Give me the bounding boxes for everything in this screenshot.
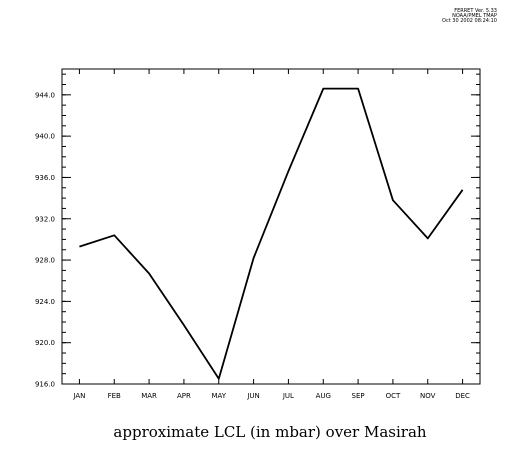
header-line-2: NOAA/PMEL TMAP bbox=[452, 13, 497, 19]
y-tick-label: 928.0 bbox=[35, 257, 55, 265]
y-tick-label: 916.0 bbox=[35, 381, 55, 389]
x-tick-label-feb: FEB bbox=[108, 392, 121, 400]
x-tick-label-mar: MAR bbox=[141, 392, 157, 400]
plot-area: JAN FEB MAR APR MAY JUN JUL AUG SEP OCT NOV DEC 916.… bbox=[35, 68, 481, 400]
data-line bbox=[79, 87, 464, 380]
x-tick-label-nov: NOV bbox=[420, 392, 436, 400]
x-tick-label-dec: DEC bbox=[455, 392, 470, 400]
y-tick-label: 944.0 bbox=[35, 91, 55, 99]
x-tick-label-aug: AUG bbox=[316, 392, 331, 400]
y-tick-label: 936.0 bbox=[35, 174, 55, 182]
header-info: FERRET Ver. 5.33 NOAA/PMEL TMAP Oct 30 2… bbox=[442, 8, 497, 24]
x-tick-label-apr: APR bbox=[177, 392, 191, 400]
x-tick-label-jan: JAN bbox=[72, 392, 85, 400]
x-tick-label-oct: OCT bbox=[386, 392, 401, 400]
y-tick-label: 940.0 bbox=[35, 133, 55, 141]
plot-frame bbox=[61, 68, 481, 385]
y-tick-label: 920.0 bbox=[35, 339, 55, 347]
x-tick-label-jun: JUN bbox=[246, 392, 259, 400]
x-tick-label-may: MAY bbox=[211, 392, 226, 400]
header-line-1: FERRET Ver. 5.33 bbox=[454, 8, 497, 14]
x-tick-label-jul: JUL bbox=[282, 392, 294, 400]
y-tick-label: 924.0 bbox=[35, 298, 55, 306]
chart-title: approximate LCL (in mbar) over Masirah bbox=[113, 423, 426, 441]
x-tick-label-sep: SEP bbox=[352, 392, 365, 400]
y-tick-label: 932.0 bbox=[35, 215, 55, 223]
header-line-3: Oct 30 2002 08:24:10 bbox=[442, 18, 497, 24]
